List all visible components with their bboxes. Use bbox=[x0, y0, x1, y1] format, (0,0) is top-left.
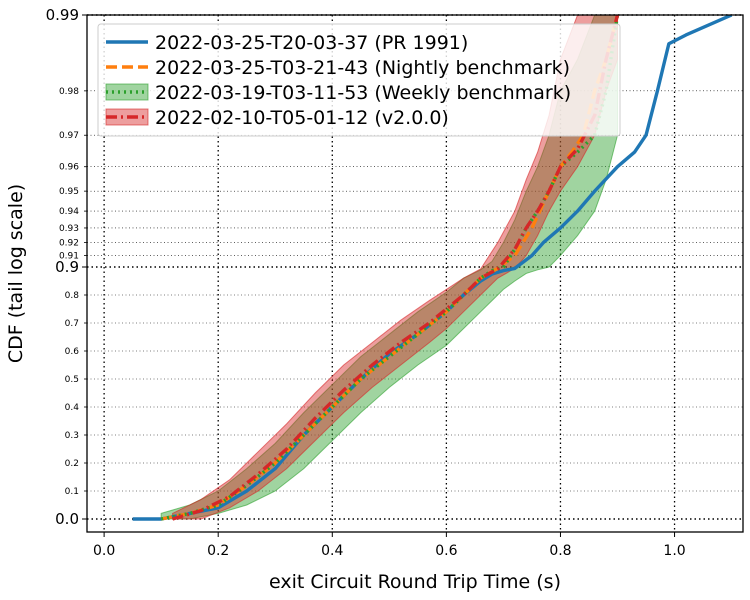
legend-entry-0: 2022-03-25-T20-03-37 (PR 1991) bbox=[155, 32, 468, 54]
y-minor-tick-label-6: 0.7 bbox=[65, 319, 79, 329]
y-minor-tick-label-5: 0.6 bbox=[65, 347, 80, 357]
y-minor-tick-label-15: 0.98 bbox=[59, 87, 79, 97]
y-minor-tick-label-11: 0.94 bbox=[59, 207, 79, 217]
x-axis-ticks: 0.0 0.2 0.4 0.6 0.8 1.0 bbox=[93, 532, 686, 559]
y-minor-tick-label-12: 0.95 bbox=[59, 187, 79, 197]
legend-box bbox=[97, 23, 621, 137]
y-axis-label: CDF (tail log scale) bbox=[5, 184, 27, 363]
plot-frame bbox=[86, 14, 744, 533]
y-minor-tick-label-8: 0.91 bbox=[59, 251, 79, 261]
y-minor-tick-label-2: 0.3 bbox=[65, 431, 79, 441]
y-minor-tick-label-0: 0.1 bbox=[65, 487, 79, 497]
x-axis-label: exit Circuit Round Trip Time (s) bbox=[269, 571, 561, 593]
legend-entry-2: 2022-03-19-T03-11-53 (Weekly benchmark) bbox=[155, 82, 571, 104]
y-minor-tick-label-14: 0.97 bbox=[59, 131, 79, 141]
y-major-tick-label-0: 0.0 bbox=[55, 510, 79, 528]
y-minor-tick-label-1: 0.2 bbox=[65, 459, 79, 469]
y-minor-tick-label-7: 0.8 bbox=[65, 291, 80, 301]
y-major-tick-label-1: 0.9 bbox=[55, 258, 79, 276]
y-axis-ticks: 0.0 0.9 0.99 0.1 0.2 0.3 0.4 0.5 0.6 0.7 0.8 0.91 0.… bbox=[46, 6, 87, 528]
x-tick-label-3: 0.6 bbox=[435, 543, 457, 559]
x-tick-label-2: 0.4 bbox=[321, 543, 343, 559]
legend-entry-1: 2022-03-25-T03-21-43 (Nightly benchmark) bbox=[155, 57, 570, 79]
y-minor-tick-label-13: 0.96 bbox=[59, 163, 79, 173]
y-major-tick-label-2: 0.99 bbox=[46, 6, 79, 24]
series-line-1 bbox=[160, 15, 620, 521]
series-lines bbox=[132, 15, 733, 521]
x-tick-label-1: 0.2 bbox=[207, 543, 229, 559]
y-minor-tick-label-3: 0.4 bbox=[65, 403, 80, 413]
y-minor-tick-label-4: 0.5 bbox=[65, 375, 79, 385]
series-line-0 bbox=[132, 15, 733, 521]
legend-entry-3: 2022-02-10-T05-01-12 (v2.0.0) bbox=[155, 107, 449, 129]
x-tick-label-5: 1.0 bbox=[663, 543, 685, 559]
y-minor-tick-label-10: 0.93 bbox=[59, 224, 79, 234]
x-tick-label-0: 0.0 bbox=[93, 543, 115, 559]
legend: 2022-03-25-T20-03-37 (PR 1991) 2022-03-25… bbox=[97, 23, 621, 137]
x-tick-label-4: 0.8 bbox=[549, 543, 571, 559]
y-minor-tick-label-9: 0.92 bbox=[59, 239, 79, 249]
